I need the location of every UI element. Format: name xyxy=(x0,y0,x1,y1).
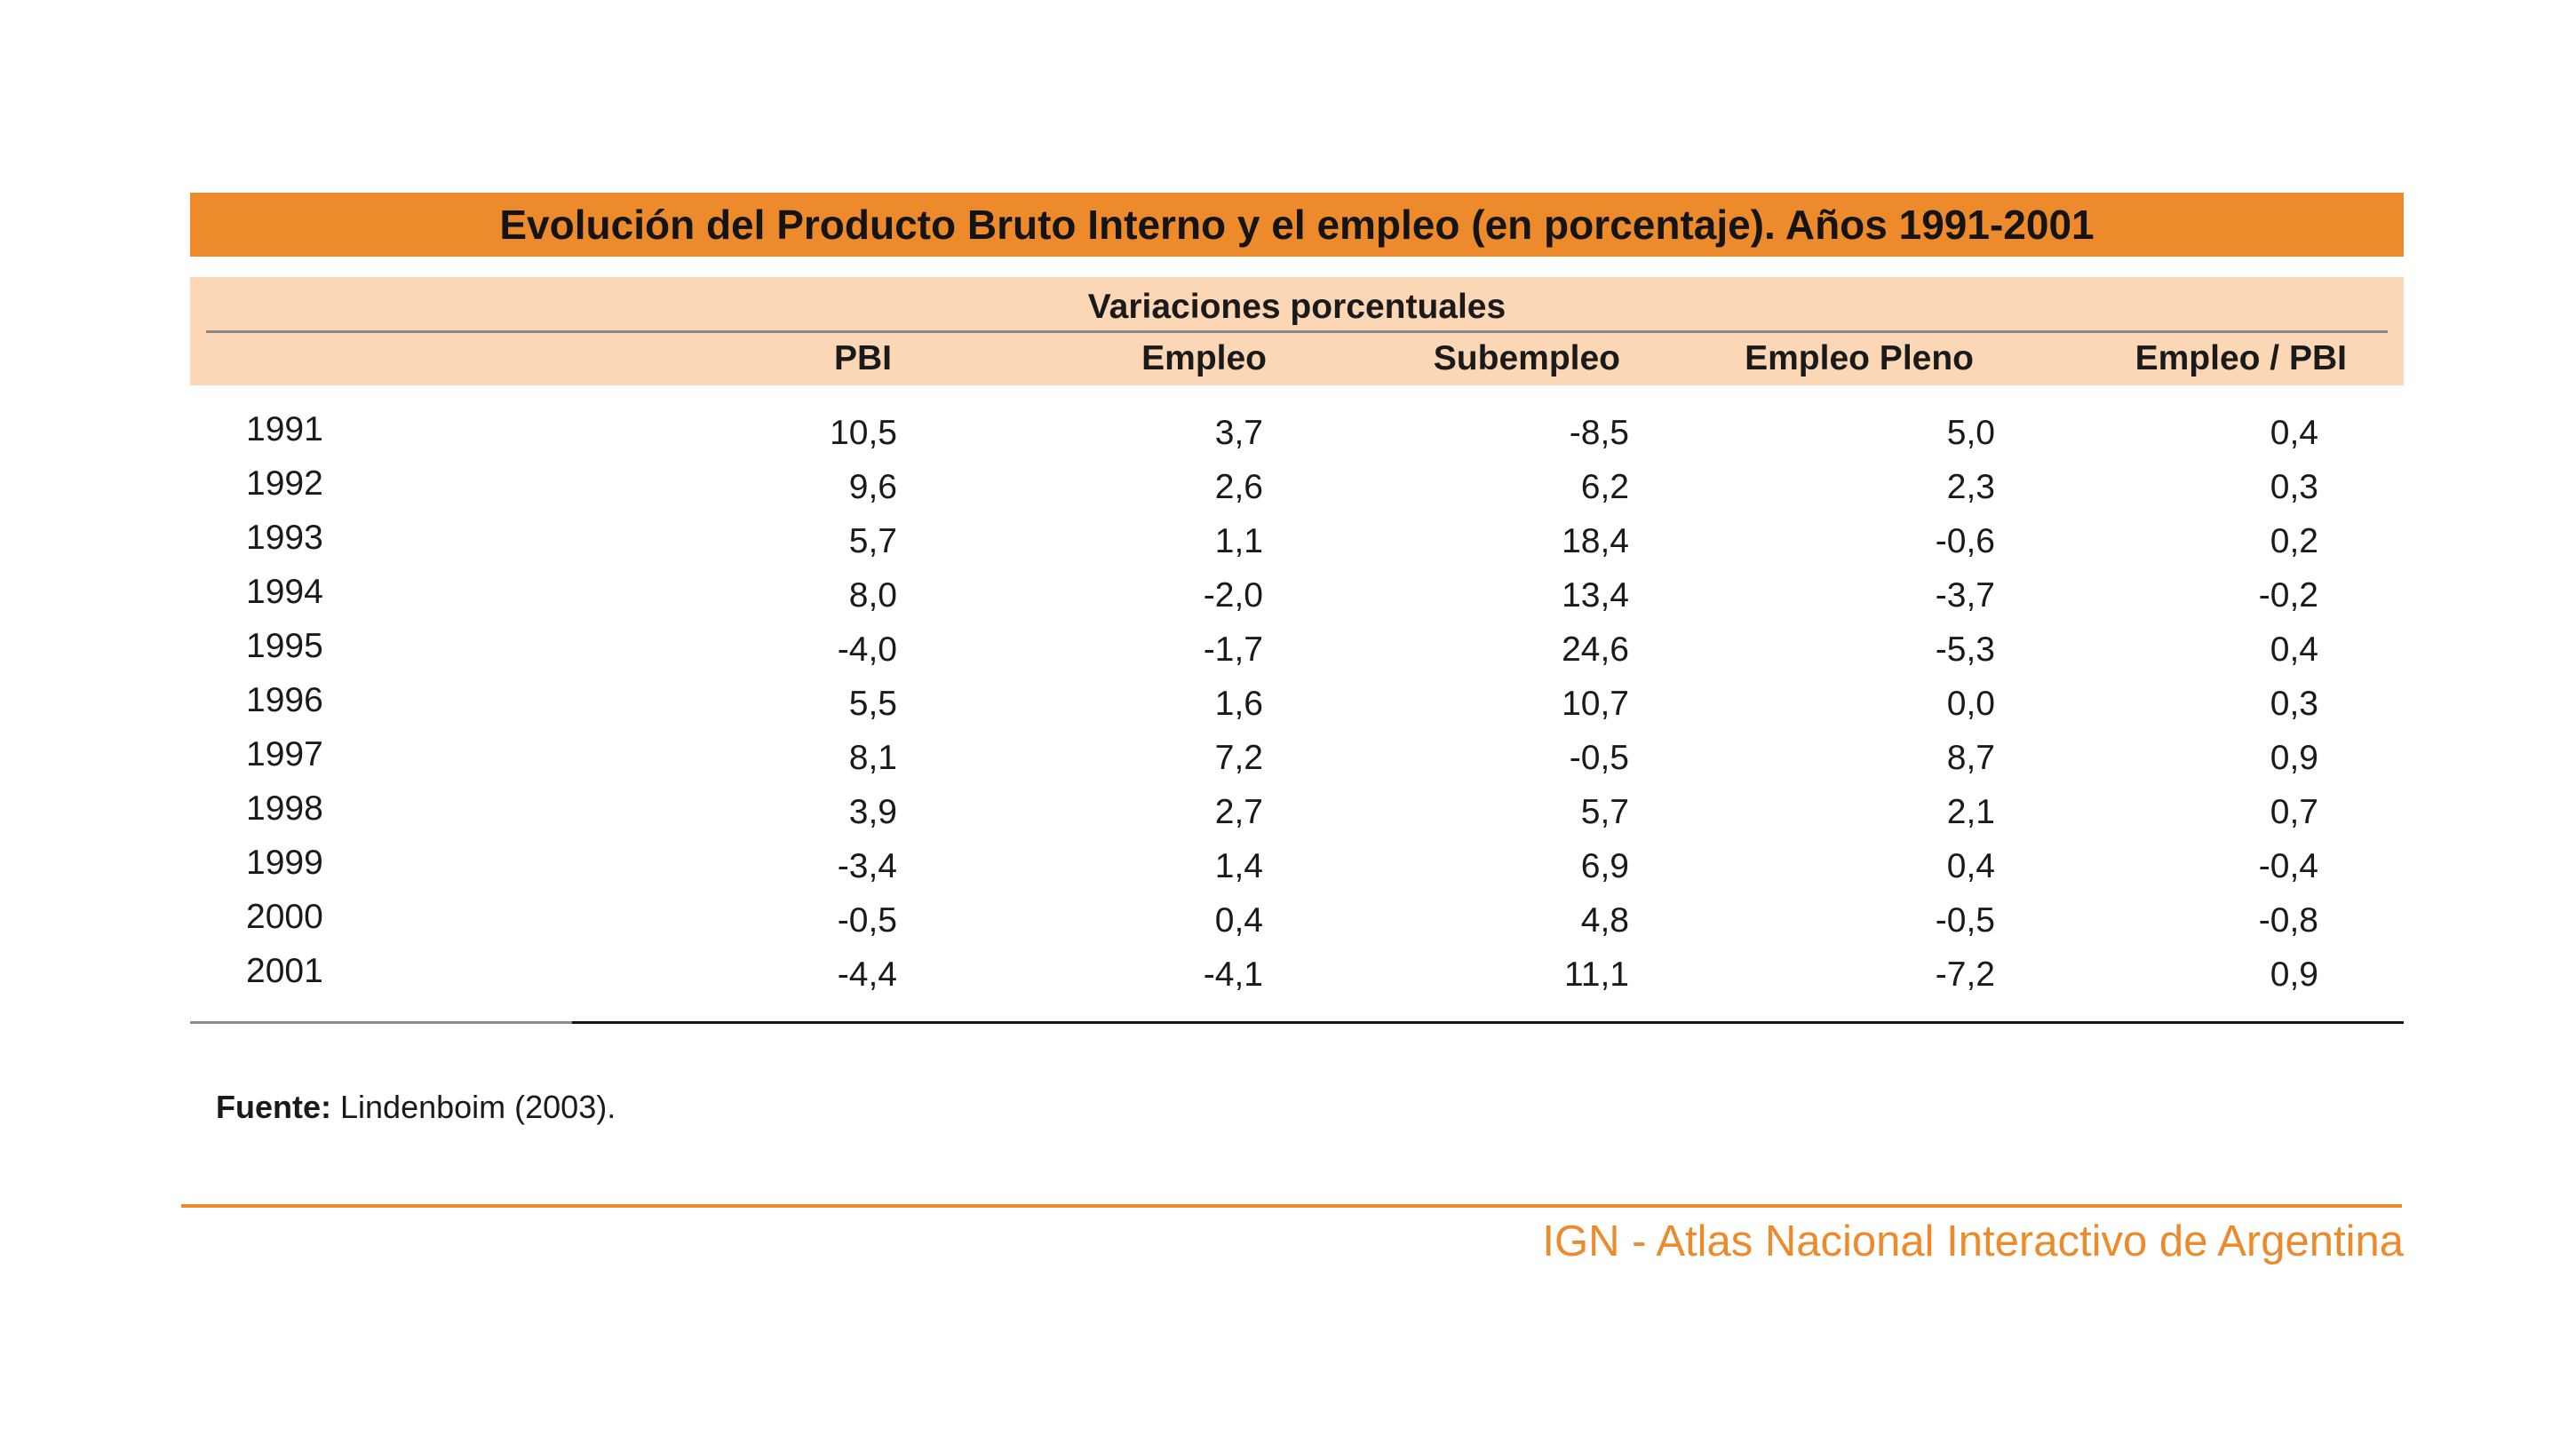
table-cell: 4,8 xyxy=(1580,901,1629,940)
table-cell: 0,4 xyxy=(1946,847,1995,885)
table-title: Evolución del Producto Bruto Interno y e… xyxy=(499,202,2095,248)
table-cell: -1,7 xyxy=(1203,630,1263,669)
table-cell: -4,4 xyxy=(837,955,897,994)
table-cell: -8,5 xyxy=(1569,414,1629,452)
table-subtitle: Variaciones porcentuales xyxy=(1087,288,1507,326)
row-year: 1997 xyxy=(246,735,323,773)
row-year: 2000 xyxy=(246,898,323,936)
table-cell: -0,6 xyxy=(1935,522,1995,560)
table-cell: 0,9 xyxy=(2270,739,2318,777)
row-year: 1995 xyxy=(246,627,323,665)
table-cell: 7,2 xyxy=(1214,739,1263,777)
table-cell: -0,5 xyxy=(837,901,897,940)
row-year: 1992 xyxy=(246,464,323,503)
table-cell: 3,9 xyxy=(848,793,897,831)
column-header-pbi: PBI xyxy=(833,339,892,377)
source-label: Fuente: xyxy=(216,1089,331,1125)
table-cell: 0,0 xyxy=(1946,685,1995,723)
table-cell: 8,7 xyxy=(1946,739,1995,777)
table-cell: 18,4 xyxy=(1562,522,1629,560)
table-row: 1999 -3,4 1,4 6,9 0,4 -0,4 xyxy=(190,844,2404,898)
table-cell: 5,7 xyxy=(848,522,897,560)
table-row: 1994 8,0 -2,0 13,4 -3,7 -0,2 xyxy=(190,573,2404,627)
table-row: 1992 9,6 2,6 6,2 2,3 0,3 xyxy=(190,464,2404,519)
row-year: 1999 xyxy=(246,844,323,882)
column-header-subempleo: Subempleo xyxy=(1433,339,1620,377)
table-bottom-rule-left xyxy=(190,1021,572,1024)
table-cell: 0,4 xyxy=(1214,901,1263,940)
table-cell: -3,4 xyxy=(837,847,897,885)
table-cell: 3,7 xyxy=(1214,414,1263,452)
table-cell: 24,6 xyxy=(1562,630,1629,669)
table-cell: 2,7 xyxy=(1214,793,1263,831)
table-cell: 10,7 xyxy=(1562,685,1629,723)
table-cell: 5,0 xyxy=(1946,414,1995,452)
table-body: 1991 10,5 3,7 -8,5 5,0 0,4 1992 9,6 2,6 6,2 2,3 0,3… xyxy=(190,410,2404,1006)
table-cell: 0,4 xyxy=(2270,414,2318,452)
table-cell: 6,2 xyxy=(1580,468,1629,506)
table-cell: -3,7 xyxy=(1935,576,1995,614)
table-cell: 0,3 xyxy=(2270,685,2318,723)
table-cell: 2,1 xyxy=(1946,793,1995,831)
row-year: 1991 xyxy=(246,410,323,448)
column-header-empleo: Empleo xyxy=(1141,339,1267,377)
table-cell: -5,3 xyxy=(1935,630,1995,669)
row-year: 2001 xyxy=(246,952,323,990)
row-year: 1998 xyxy=(246,789,323,828)
table-cell: -0,5 xyxy=(1935,901,1995,940)
source-note: Fuente: Lindenboim (2003). xyxy=(216,1089,616,1126)
table-row: 1997 8,1 7,2 -0,5 8,7 0,9 xyxy=(190,735,2404,789)
row-year: 1996 xyxy=(246,681,323,719)
source-text: Lindenboim (2003). xyxy=(340,1089,616,1125)
table-cell: -0,5 xyxy=(1569,739,1629,777)
table-cell: -7,2 xyxy=(1935,955,1995,994)
table-cell: 1,4 xyxy=(1214,847,1263,885)
table-cell: 5,7 xyxy=(1580,793,1629,831)
table-cell: -0,2 xyxy=(2258,576,2318,614)
table-bottom-rule xyxy=(572,1021,2404,1024)
row-year: 1994 xyxy=(246,573,323,611)
footer-credit: IGN - Atlas Nacional Interactivo de Arge… xyxy=(1542,1217,2404,1265)
table-row: 1996 5,5 1,6 10,7 0,0 0,3 xyxy=(190,681,2404,735)
table-cell: -4,0 xyxy=(837,630,897,669)
table-row: 1998 3,9 2,7 5,7 2,1 0,7 xyxy=(190,789,2404,844)
table-header: Variaciones porcentuales PBI Empleo Sube… xyxy=(190,277,2404,385)
table-cell: 0,4 xyxy=(2270,630,2318,669)
table-cell: 0,7 xyxy=(2270,793,2318,831)
table-cell: 1,6 xyxy=(1214,685,1263,723)
table-cell: 0,2 xyxy=(2270,522,2318,560)
table-cell: 1,1 xyxy=(1214,522,1263,560)
table-cell: 10,5 xyxy=(830,414,897,452)
table-cell: 2,6 xyxy=(1214,468,1263,506)
row-year: 1993 xyxy=(246,519,323,557)
table-cell: -2,0 xyxy=(1203,576,1263,614)
table-row: 2000 -0,5 0,4 4,8 -0,5 -0,8 xyxy=(190,898,2404,952)
table-cell: 11,1 xyxy=(1563,955,1629,994)
footer-divider xyxy=(181,1204,2402,1208)
table-cell: 13,4 xyxy=(1562,576,1629,614)
table-cell: 0,9 xyxy=(2270,955,2318,994)
table-row: 1991 10,5 3,7 -8,5 5,0 0,4 xyxy=(190,410,2404,464)
table-cell: 8,1 xyxy=(848,739,897,777)
table-cell: 2,3 xyxy=(1946,468,1995,506)
table-cell: -0,8 xyxy=(2258,901,2318,940)
table-cell: 0,3 xyxy=(2270,468,2318,506)
header-divider xyxy=(206,330,2388,333)
column-header-empleo-pleno: Empleo Pleno xyxy=(1745,339,1974,377)
table-cell: 6,9 xyxy=(1580,847,1629,885)
table-cell: 9,6 xyxy=(848,468,897,506)
column-header-empleo-pbi: Empleo / PBI xyxy=(2135,339,2347,377)
table-cell: -4,1 xyxy=(1203,955,1263,994)
table-title-bar: Evolución del Producto Bruto Interno y e… xyxy=(190,193,2404,257)
table-cell: -0,4 xyxy=(2258,847,2318,885)
table-row: 1993 5,7 1,1 18,4 -0,6 0,2 xyxy=(190,519,2404,573)
table-cell: 5,5 xyxy=(848,685,897,723)
table-row: 1995 -4,0 -1,7 24,6 -5,3 0,4 xyxy=(190,627,2404,681)
table-cell: 8,0 xyxy=(848,576,897,614)
table-row: 2001 -4,4 -4,1 11,1 -7,2 0,9 xyxy=(190,952,2404,1006)
